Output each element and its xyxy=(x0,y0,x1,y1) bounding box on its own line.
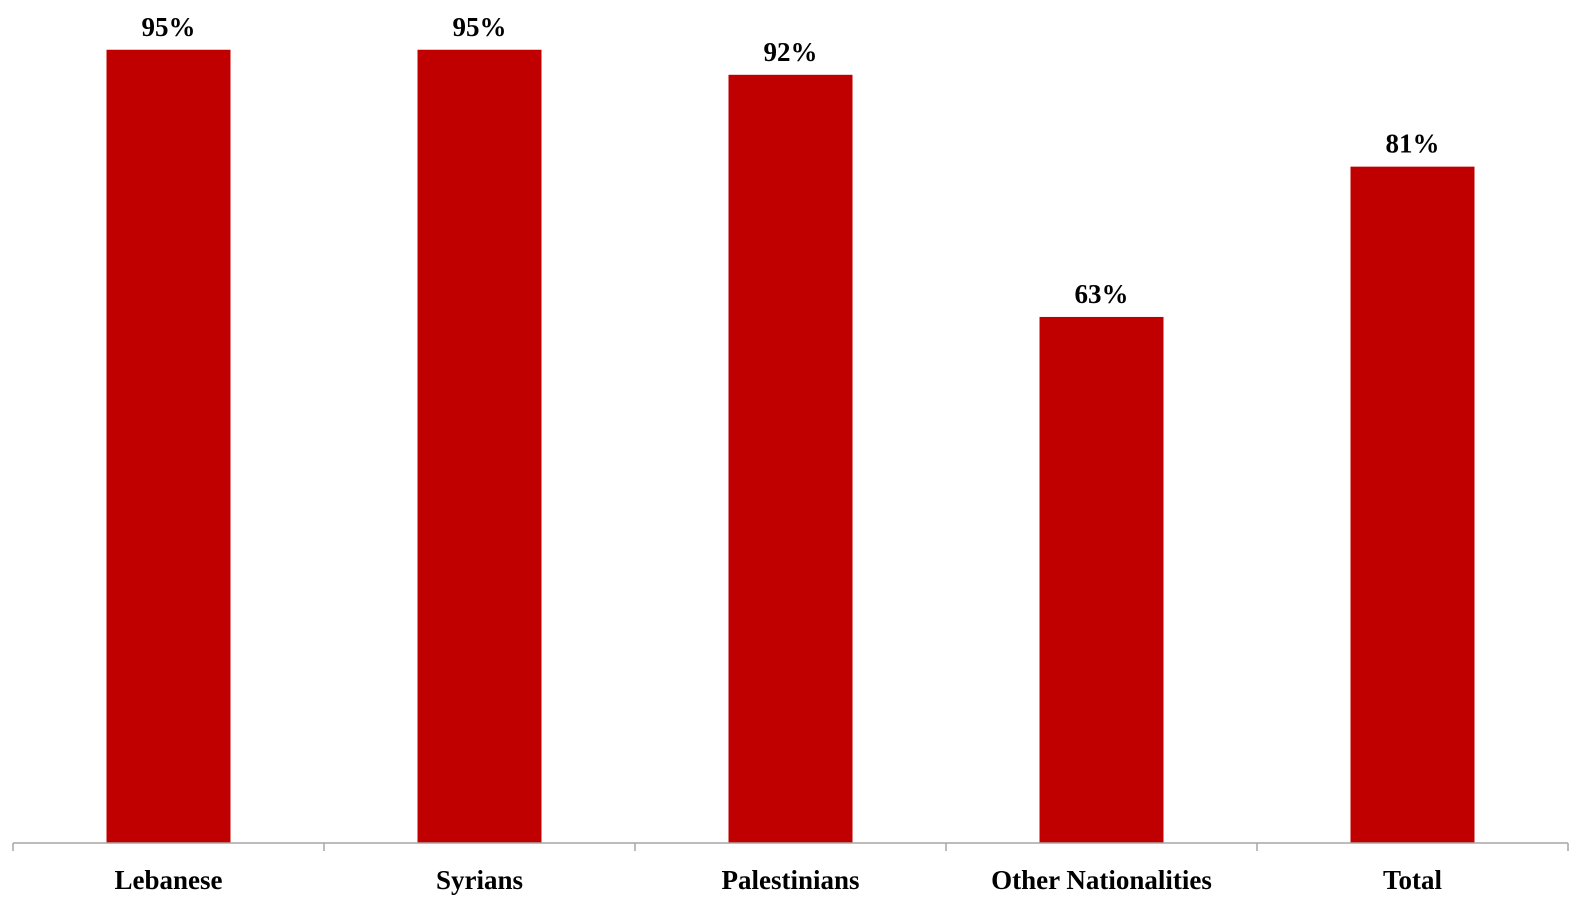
data-label: 63% xyxy=(1075,279,1129,309)
data-label: 95% xyxy=(453,12,507,42)
bar-syrians xyxy=(417,49,542,843)
value-labels: 95% 95% 92% 63% 81% xyxy=(142,12,1440,309)
category-label: Lebanese xyxy=(115,865,223,895)
bars-layer xyxy=(106,49,1475,844)
data-label: 92% xyxy=(764,37,818,67)
category-label: Other Nationalities xyxy=(991,865,1212,895)
bar-other-nationalities xyxy=(1039,316,1164,843)
bar-lebanese xyxy=(106,49,231,843)
category-label: Palestinians xyxy=(721,865,859,895)
x-axis xyxy=(12,842,1569,851)
bar-total xyxy=(1350,166,1475,843)
category-label: Total xyxy=(1383,865,1443,895)
category-labels: Lebanese Syrians Palestinians Other Nationa… xyxy=(115,865,1443,895)
data-label: 95% xyxy=(142,12,196,42)
bar-palestinians xyxy=(728,74,853,844)
category-label: Syrians xyxy=(436,865,523,895)
data-label: 81% xyxy=(1386,129,1440,159)
